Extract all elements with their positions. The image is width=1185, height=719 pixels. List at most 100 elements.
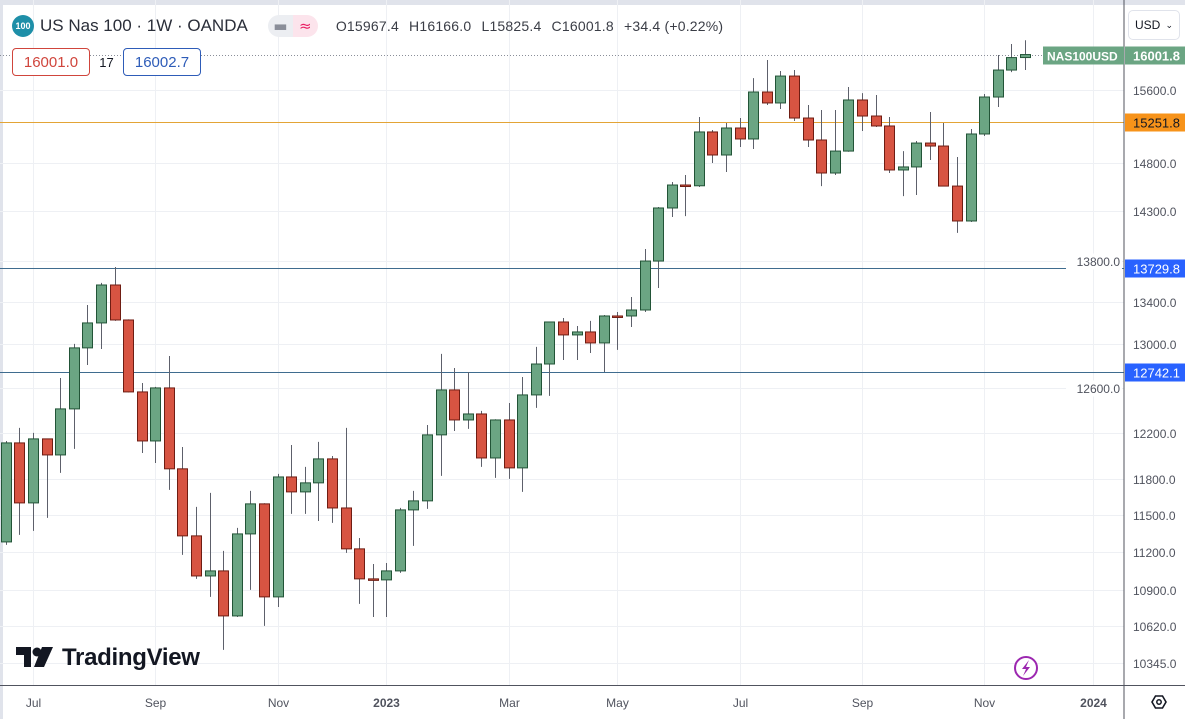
candle[interactable]: [368, 563, 379, 617]
currency-dropdown[interactable]: USD ⌄: [1128, 10, 1180, 40]
candle[interactable]: [871, 95, 882, 127]
candle[interactable]: [572, 326, 583, 360]
candle[interactable]: [558, 317, 569, 360]
candle[interactable]: [245, 490, 256, 590]
candle[interactable]: [449, 368, 460, 431]
candle[interactable]: [96, 282, 107, 349]
candle[interactable]: [640, 248, 651, 312]
time-tick-label: Nov: [268, 696, 289, 710]
candle[interactable]: [69, 343, 80, 449]
candle[interactable]: [164, 355, 175, 490]
time-tick-label: Jul: [733, 696, 748, 710]
candle[interactable]: [110, 267, 121, 321]
candle[interactable]: [313, 441, 324, 521]
candle[interactable]: [150, 386, 161, 463]
candle-body-up: [830, 150, 841, 174]
candle[interactable]: [137, 382, 148, 453]
candle[interactable]: [748, 78, 759, 150]
candle[interactable]: [504, 402, 515, 479]
candle[interactable]: [938, 123, 949, 187]
candle[interactable]: [694, 117, 705, 188]
candle[interactable]: [42, 438, 53, 518]
candle[interactable]: [341, 427, 352, 553]
candle[interactable]: [82, 304, 93, 365]
symbol-title[interactable]: US Nas 100 · 1W · OANDA: [40, 16, 248, 35]
candle-body-down: [327, 458, 338, 509]
candle[interactable]: [463, 371, 474, 429]
candle[interactable]: [544, 321, 555, 396]
candle[interactable]: [232, 527, 243, 617]
candle[interactable]: [843, 86, 854, 152]
candle[interactable]: [993, 55, 1004, 108]
candle[interactable]: [381, 562, 392, 617]
ohlc-close: C16001.8: [551, 18, 614, 34]
candle[interactable]: [1006, 44, 1017, 73]
candle[interactable]: [1, 440, 12, 545]
candle[interactable]: [55, 377, 66, 473]
candle[interactable]: [667, 182, 678, 218]
wave-approx-icon[interactable]: ≈: [292, 15, 318, 37]
candle[interactable]: [327, 455, 338, 523]
price-axis[interactable]: 15600.0 14800.0 14300.0 13800.0 13400.0 13000…: [1066, 84, 1177, 671]
candle[interactable]: [123, 319, 134, 393]
minus-icon[interactable]: ▬: [267, 15, 293, 37]
candle[interactable]: [626, 296, 637, 327]
candle[interactable]: [612, 311, 623, 350]
candle[interactable]: [286, 444, 297, 514]
candle[interactable]: [218, 550, 229, 650]
candle[interactable]: [585, 320, 596, 353]
candle[interactable]: [979, 94, 990, 137]
time-axis[interactable]: Jul Sep Nov 2023 Mar May Jul Sep Nov 2024: [26, 696, 1107, 710]
candle[interactable]: [408, 490, 419, 546]
candle[interactable]: [395, 507, 406, 573]
candle[interactable]: [680, 174, 691, 217]
tradingview-logo[interactable]: TradingView: [16, 644, 200, 672]
time-tick-label: Jul: [26, 696, 41, 710]
symbol-logo[interactable]: 100: [12, 15, 34, 37]
candle[interactable]: [259, 503, 270, 626]
candle[interactable]: [1020, 40, 1031, 71]
candle[interactable]: [653, 207, 664, 288]
candle[interactable]: [28, 432, 39, 531]
candle[interactable]: [205, 492, 216, 597]
candle[interactable]: [517, 377, 528, 492]
candle[interactable]: [884, 117, 895, 174]
candle[interactable]: [775, 71, 786, 110]
candle[interactable]: [300, 466, 311, 514]
candle[interactable]: [354, 537, 365, 604]
candle-body-down: [286, 476, 297, 493]
candle[interactable]: [599, 315, 610, 372]
candle[interactable]: [436, 353, 447, 476]
candle[interactable]: [721, 123, 732, 172]
candle[interactable]: [273, 473, 284, 607]
candle[interactable]: [898, 151, 909, 197]
settings-hexagon-icon[interactable]: [1151, 695, 1167, 709]
sell-button[interactable]: 16001.0: [12, 48, 90, 76]
candle[interactable]: [735, 118, 746, 148]
candle-body-up: [490, 419, 501, 459]
candle[interactable]: [925, 112, 936, 160]
display-toggle[interactable]: ▬ ≈: [267, 15, 318, 37]
candle-body-up: [626, 309, 637, 317]
candle[interactable]: [830, 110, 841, 175]
candle[interactable]: [707, 130, 718, 163]
candle[interactable]: [531, 346, 542, 408]
candle[interactable]: [857, 93, 868, 132]
candle[interactable]: [177, 446, 188, 555]
candle[interactable]: [789, 70, 800, 122]
lightning-icon[interactable]: [1014, 656, 1038, 680]
candle[interactable]: [803, 104, 814, 148]
candle[interactable]: [490, 419, 501, 478]
candle[interactable]: [966, 129, 977, 222]
candle[interactable]: [476, 410, 487, 467]
candle[interactable]: [191, 506, 202, 579]
candle[interactable]: [422, 424, 433, 509]
candle[interactable]: [952, 156, 963, 233]
candle-body-up: [96, 284, 107, 324]
candle[interactable]: [911, 141, 922, 196]
candle[interactable]: [762, 60, 773, 105]
buy-button[interactable]: 16002.7: [123, 48, 201, 76]
candle[interactable]: [14, 427, 25, 535]
candle[interactable]: [816, 110, 827, 187]
